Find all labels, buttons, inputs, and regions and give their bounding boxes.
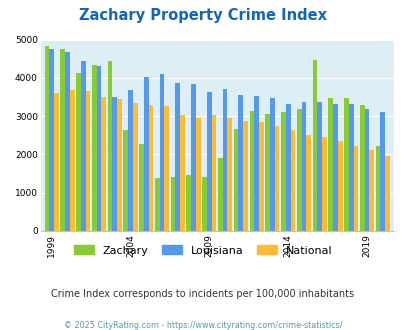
Bar xyxy=(123,130,128,231)
Bar xyxy=(49,49,54,231)
Bar xyxy=(375,147,379,231)
Bar xyxy=(54,93,59,231)
Bar xyxy=(249,111,254,231)
Bar xyxy=(202,178,207,231)
Bar xyxy=(170,178,175,231)
Bar xyxy=(280,112,285,231)
Bar xyxy=(290,130,294,231)
Bar xyxy=(359,106,364,231)
Bar xyxy=(70,90,75,231)
Bar xyxy=(81,61,85,231)
Bar xyxy=(258,121,263,231)
Bar xyxy=(369,150,373,231)
Bar xyxy=(233,129,238,231)
Bar xyxy=(148,105,153,231)
Bar xyxy=(164,106,169,231)
Bar xyxy=(264,114,269,231)
Bar xyxy=(328,98,332,231)
Bar xyxy=(85,91,90,231)
Bar xyxy=(321,137,326,231)
Bar xyxy=(343,98,348,231)
Bar xyxy=(132,103,137,231)
Bar xyxy=(364,109,369,231)
Bar xyxy=(117,99,121,231)
Bar xyxy=(155,178,159,231)
Text: Crime Index corresponds to incidents per 100,000 inhabitants: Crime Index corresponds to incidents per… xyxy=(51,289,354,299)
Bar xyxy=(159,74,164,231)
Bar xyxy=(312,60,317,231)
Bar xyxy=(196,118,200,231)
Bar xyxy=(301,102,305,231)
Bar xyxy=(348,104,353,231)
Text: Zachary Property Crime Index: Zachary Property Crime Index xyxy=(79,8,326,23)
Bar xyxy=(76,73,81,231)
Bar xyxy=(45,47,49,231)
Bar xyxy=(305,135,310,231)
Bar xyxy=(180,115,184,231)
Bar xyxy=(274,126,279,231)
Bar xyxy=(285,104,290,231)
Bar xyxy=(101,97,106,231)
Bar xyxy=(92,65,96,231)
Bar xyxy=(211,115,216,231)
Bar xyxy=(128,90,132,231)
Bar xyxy=(254,96,258,231)
Bar xyxy=(317,102,321,231)
Bar xyxy=(227,118,232,231)
Bar xyxy=(238,95,243,231)
Bar xyxy=(379,112,384,231)
Bar xyxy=(337,141,342,231)
Bar xyxy=(65,52,70,231)
Bar xyxy=(107,61,112,231)
Bar xyxy=(384,156,389,231)
Bar xyxy=(60,49,65,231)
Text: © 2025 CityRating.com - https://www.cityrating.com/crime-statistics/: © 2025 CityRating.com - https://www.city… xyxy=(64,321,341,330)
Legend: Zachary, Louisiana, National: Zachary, Louisiana, National xyxy=(69,241,336,260)
Bar xyxy=(143,77,148,231)
Bar xyxy=(207,92,211,231)
Bar xyxy=(112,97,117,231)
Bar xyxy=(269,98,274,231)
Bar xyxy=(175,83,180,231)
Bar xyxy=(222,89,227,231)
Bar xyxy=(139,145,143,231)
Bar xyxy=(243,121,247,231)
Bar xyxy=(96,66,101,231)
Bar xyxy=(217,158,222,231)
Bar xyxy=(186,175,191,231)
Bar xyxy=(353,146,358,231)
Bar xyxy=(332,104,337,231)
Bar xyxy=(296,109,301,231)
Bar xyxy=(191,84,196,231)
